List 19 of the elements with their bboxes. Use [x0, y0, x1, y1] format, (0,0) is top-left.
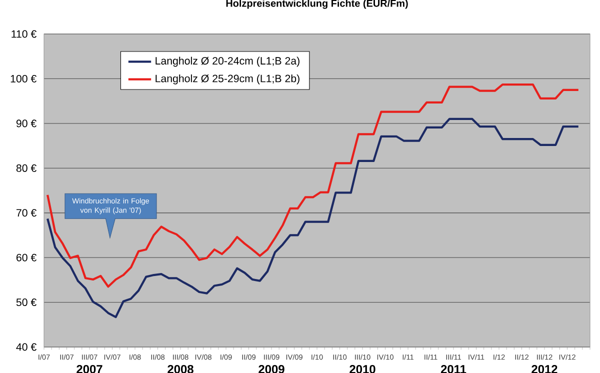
y-tick-label: 70 € [16, 209, 36, 217]
text: 2010 [350, 364, 376, 373]
legend-label: Langholz Ø 25-29cm (L1;B 2b) [156, 74, 300, 84]
legend-label: Langholz Ø 20-24cm (L1;B 2a) [156, 56, 300, 67]
y-tick-label: 60 € [16, 254, 36, 262]
text: 2007 [76, 364, 102, 373]
text: 2008 [168, 364, 194, 373]
text: 2009 [258, 364, 284, 373]
y-tick-label: 100 € [10, 74, 36, 82]
y-tick-label: 80 € [16, 164, 36, 172]
text: 2012 [532, 364, 558, 373]
line-series [46, 83, 580, 288]
text: 2011 [440, 364, 466, 373]
line-series [46, 118, 580, 318]
y-tick-label: 110 € [12, 30, 36, 38]
y-tick-label: 90 € [16, 120, 36, 128]
y-tick-label: 50 € [16, 298, 36, 306]
y-tick-label: 40 € [16, 343, 36, 351]
chart-title: Holzpreisentwicklung Fichte (EUR/Fm) [226, 0, 408, 9]
